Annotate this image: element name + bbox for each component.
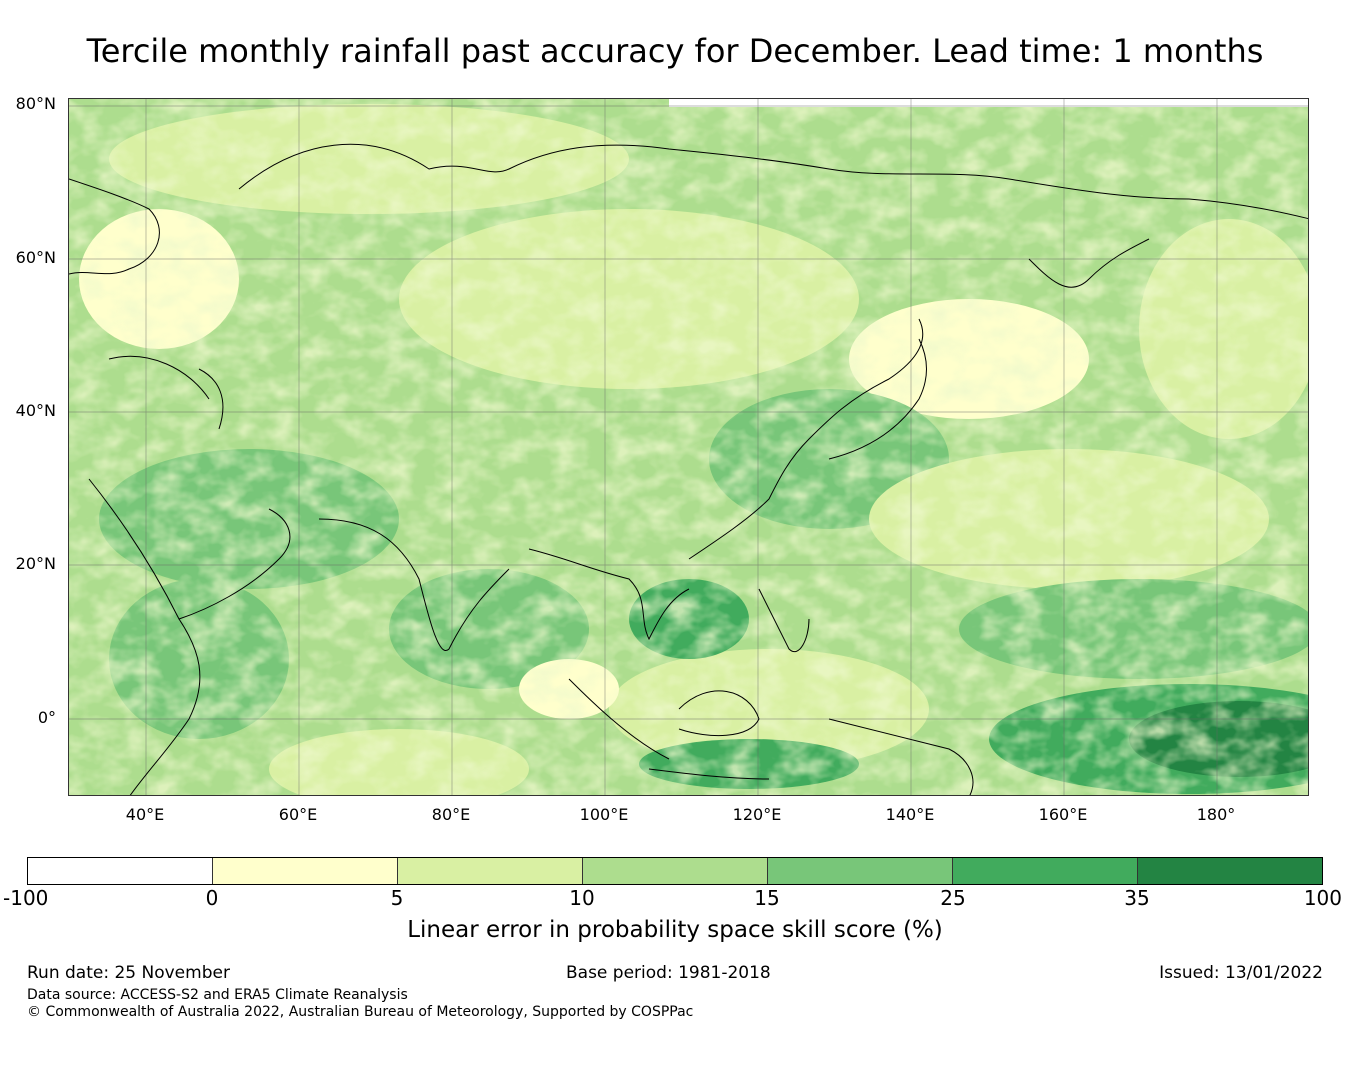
lon-tick-120e: 120°E	[732, 805, 782, 824]
copyright: © Commonwealth of Australia 2022, Austra…	[27, 1004, 694, 1020]
colorbar-tick: 35	[1124, 886, 1150, 910]
colorbar-segment	[768, 858, 953, 884]
colorbar-tick: 100	[1303, 886, 1342, 910]
lon-tick-60e: 60°E	[278, 805, 318, 824]
page-title: Tercile monthly rainfall past accuracy f…	[86, 32, 1264, 70]
colorbar-segment	[1138, 858, 1322, 884]
lon-tick-160e: 160°E	[1038, 805, 1088, 824]
gridlines	[69, 99, 1308, 795]
colorbar-segment	[583, 858, 768, 884]
coastlines	[69, 143, 1308, 795]
coast-philippines	[758, 588, 810, 652]
coast-arabia	[88, 478, 291, 620]
coast-china-korea	[688, 318, 924, 560]
issued-date: Issued: 13/01/2022	[1159, 963, 1323, 983]
skill-score-map	[68, 98, 1309, 796]
colorbar-tick: 0	[205, 886, 219, 910]
colorbar-label: Linear error in probability space skill …	[407, 917, 943, 943]
coast-indochina	[528, 548, 690, 641]
lat-tick-0: 0°	[37, 708, 56, 727]
colorbar-tick: 15	[754, 886, 780, 910]
coast-arctic	[238, 143, 1308, 220]
coast-japan	[828, 338, 927, 460]
coast-kamchatka	[1028, 238, 1150, 288]
base-period: Base period: 1981-2018	[566, 963, 771, 983]
coast-java-borneo	[648, 690, 770, 780]
colorbar-tick: 5	[390, 886, 404, 910]
lat-tick-40n: 40°N	[15, 401, 56, 420]
lon-tick-40e: 40°E	[125, 805, 165, 824]
map-svg	[69, 99, 1308, 795]
coast-black-caspian	[108, 355, 224, 430]
lon-tick-80e: 80°E	[431, 805, 471, 824]
lat-tick-60n: 60°N	[15, 248, 56, 267]
colorbar-segment	[953, 858, 1138, 884]
colorbar-segment	[398, 858, 583, 884]
run-date: Run date: 25 November	[27, 963, 230, 983]
lat-tick-80n: 80°N	[15, 94, 56, 113]
coast-india	[318, 518, 510, 652]
coast-new-guinea	[828, 718, 974, 795]
coast-scandinavia	[69, 178, 160, 275]
lat-tick-20n: 20°N	[15, 554, 56, 573]
colorbar	[27, 857, 1323, 885]
colorbar-segment	[28, 858, 213, 884]
colorbar-tick: 10	[569, 886, 595, 910]
colorbar-tick: 25	[940, 886, 966, 910]
lon-tick-100e: 100°E	[579, 805, 629, 824]
lon-tick-180: 180°	[1196, 805, 1236, 824]
coast-sumatra	[568, 678, 670, 760]
colorbar-tick: -100	[3, 886, 49, 910]
lon-tick-140e: 140°E	[885, 805, 935, 824]
coast-east-africa	[129, 618, 201, 795]
polar-gap	[669, 99, 1308, 107]
field-texture	[69, 99, 1308, 795]
colorbar-segment	[213, 858, 398, 884]
data-source: Data source: ACCESS-S2 and ERA5 Climate …	[27, 987, 408, 1003]
